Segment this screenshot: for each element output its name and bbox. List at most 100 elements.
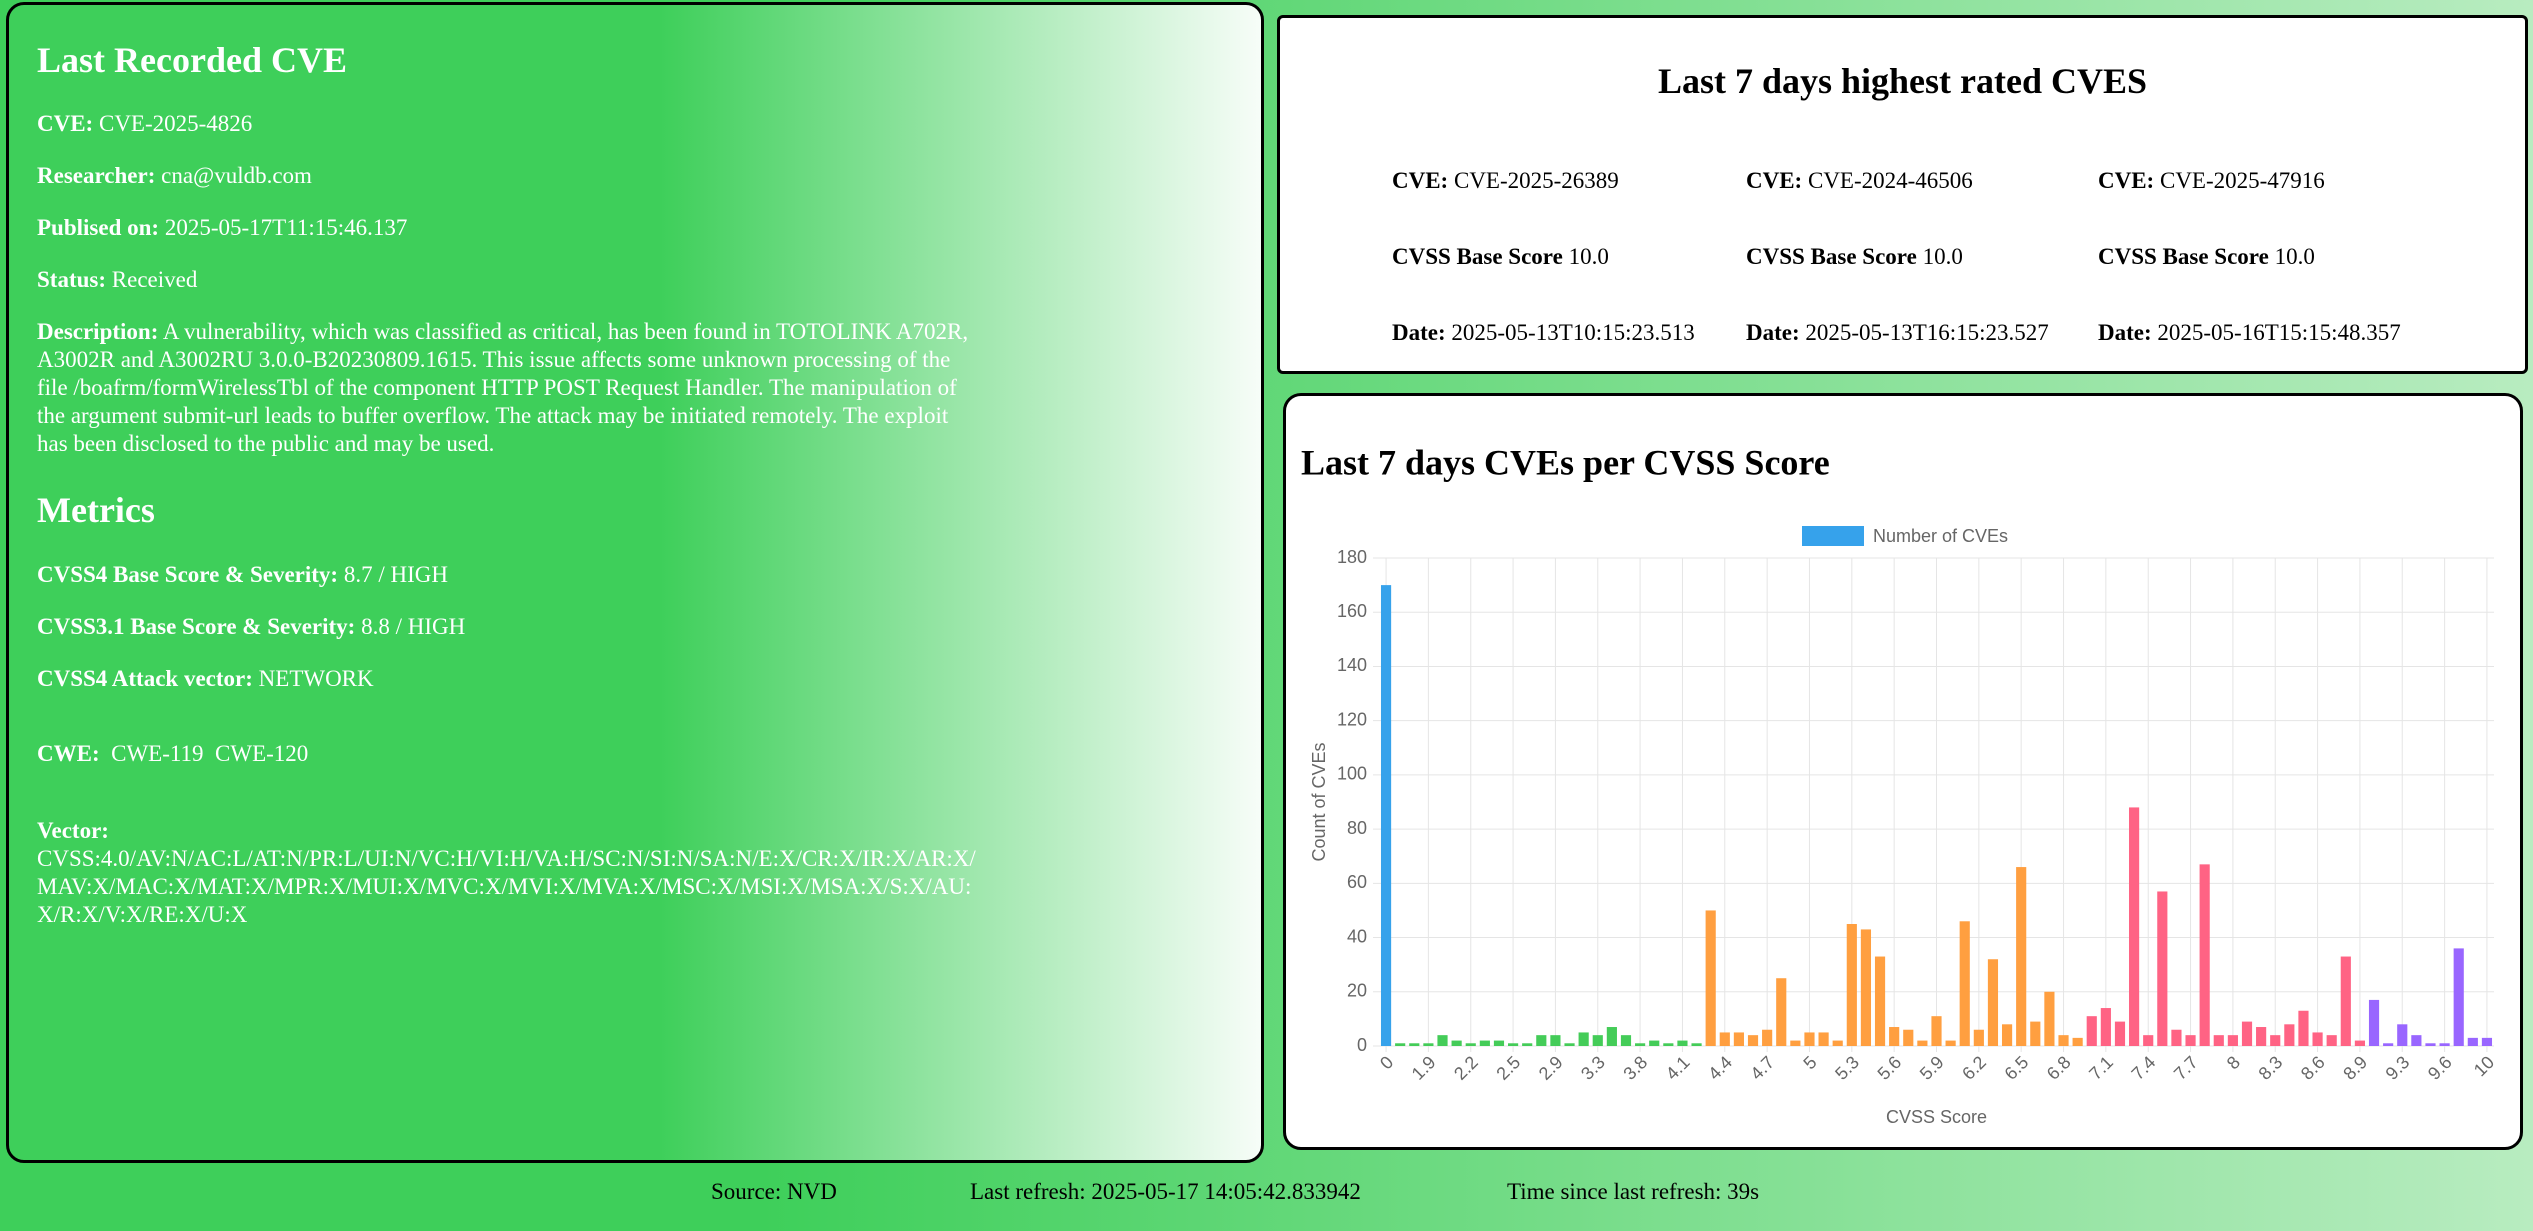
cve-date: Date: 2025-05-13T16:15:23.527 — [1746, 320, 2049, 346]
cve-date: Date: 2025-05-16T15:15:48.357 — [2098, 320, 2401, 346]
cve-score: CVSS Base Score 10.0 — [1392, 244, 1609, 270]
value: CVE-2025-26389 — [1453, 168, 1619, 193]
metric: CVSS4 Base Score & Severity: 8.7 / HIGH — [37, 562, 448, 588]
bar — [2453, 948, 2464, 1046]
bar — [1973, 1029, 1984, 1046]
bar — [1776, 978, 1787, 1046]
x-tick-label: 9.6 — [2424, 1052, 2456, 1084]
label: CVSS4 Attack vector: — [37, 666, 253, 691]
cve-cve: CVE: CVE-2024-46506 — [1746, 168, 1973, 194]
value: Received — [111, 267, 198, 292]
bar — [1719, 1032, 1730, 1046]
chart-panel: Last 7 days CVEs per CVSS Score Number of… — [1283, 393, 2523, 1150]
bar — [1522, 1043, 1533, 1046]
x-tick-label: 8.6 — [2297, 1052, 2329, 1084]
value: cna@vuldb.com — [161, 163, 312, 188]
bar — [1677, 1040, 1688, 1046]
bar — [2086, 1016, 2097, 1046]
x-tick-label: 3.8 — [1619, 1052, 1651, 1084]
field: Status: Received — [37, 267, 197, 293]
field: CVE: CVE-2025-4826 — [37, 111, 252, 137]
label: CVSS Base Score — [1392, 244, 1563, 269]
section-title: Metrics — [37, 490, 155, 530]
bar — [2383, 1043, 2394, 1046]
bar — [2467, 1037, 2478, 1046]
bar — [1762, 1029, 1773, 1046]
value: CVE-2025-4826 — [98, 111, 253, 136]
value: CVE-2025-47916 — [2159, 168, 2325, 193]
bar — [1804, 1032, 1815, 1046]
x-tick-label: 2.2 — [1450, 1052, 1482, 1084]
bar — [1931, 1016, 1942, 1046]
x-tick-label: 10 — [2470, 1052, 2498, 1080]
x-tick-label: 4.4 — [1704, 1052, 1736, 1084]
x-tick-label: 3.3 — [1577, 1052, 1609, 1084]
value: CWE-119 — [111, 741, 204, 766]
x-tick-label: 5 — [1799, 1052, 1820, 1073]
metric: CVSS3.1 Base Score & Severity: 8.8 / HIG… — [37, 614, 465, 640]
bar — [1733, 1032, 1744, 1046]
label: Researcher: — [37, 163, 156, 188]
x-tick-label: 6.2 — [1958, 1052, 1990, 1084]
panel-title: Last 7 days highest rated CVES — [1657, 61, 2148, 101]
description: Description: A vulnerability, which was … — [37, 318, 982, 458]
label: Date: — [1392, 320, 1446, 345]
chart: Last 7 days CVEs per CVSS Score Number of… — [1301, 442, 2498, 1126]
bar — [2227, 1035, 2238, 1046]
bar — [2368, 999, 2380, 1046]
bar — [1917, 1040, 1928, 1046]
bar — [1987, 959, 1999, 1046]
bar — [1437, 1035, 1448, 1046]
bar — [1409, 1043, 1420, 1046]
x-tick-label: 5.6 — [1874, 1052, 1906, 1084]
x-tick-label: 8.3 — [2255, 1052, 2287, 1084]
bar — [2425, 1043, 2436, 1046]
y-tick-label: 60 — [1347, 872, 1367, 892]
cve-score: CVSS Base Score 10.0 — [2098, 244, 2315, 270]
value: 10.0 — [1568, 244, 1609, 269]
bar — [1889, 1027, 1900, 1046]
bar — [1846, 924, 1857, 1046]
value: CVSS:4.0/AV:N/AC:L/AT:N/PR:L/UI:N/VC:H/V… — [37, 846, 976, 927]
vector: Vector: CVSS:4.0/AV:N/AC:L/AT:N/PR:L/UI:… — [37, 817, 982, 929]
bar — [2312, 1032, 2323, 1046]
bar — [2439, 1043, 2450, 1046]
y-tick-label: 140 — [1337, 655, 1367, 675]
cve-cve: CVE: CVE-2025-26389 — [1392, 168, 1619, 194]
x-tick-label: 5.3 — [1831, 1052, 1863, 1084]
bar — [1691, 1043, 1702, 1046]
x-tick-label: 6.5 — [2001, 1052, 2033, 1084]
legend-swatch — [1802, 526, 1864, 546]
value: 2025-05-17T11:15:46.137 — [164, 215, 408, 240]
label: Vector: — [37, 818, 109, 843]
y-tick-label: 80 — [1347, 818, 1367, 838]
bar — [2058, 1035, 2069, 1046]
value: CWE-120 — [215, 741, 309, 766]
bar — [1395, 1043, 1406, 1046]
label: Date: — [2098, 320, 2152, 345]
value: 8.8 / HIGH — [361, 614, 466, 639]
label: CVE: — [2098, 168, 2155, 193]
label: CVSS Base Score — [1746, 244, 1917, 269]
y-tick-label: 120 — [1337, 709, 1367, 729]
bar — [1620, 1035, 1632, 1046]
x-tick-label: 8 — [2223, 1052, 2244, 1073]
label: Description: — [37, 319, 159, 344]
label: CWE: — [37, 741, 100, 766]
label: CVSS4 Base Score & Severity: — [37, 562, 339, 587]
bar — [1479, 1040, 1490, 1046]
top-cves-panel: Last 7 days highest rated CVES CVE: CVE-… — [1277, 15, 2528, 374]
bar — [1508, 1043, 1519, 1046]
x-tick-label: 7.4 — [2128, 1052, 2160, 1084]
bar — [1423, 1043, 1434, 1046]
bar — [1606, 1027, 1617, 1046]
x-tick-label: 2.5 — [1492, 1052, 1524, 1084]
x-tick-label: 1.9 — [1408, 1052, 1440, 1084]
bar — [1578, 1032, 1589, 1046]
bar — [1860, 929, 1872, 1046]
bar — [1959, 921, 1970, 1046]
bar — [1705, 910, 1716, 1046]
bar — [2270, 1035, 2281, 1046]
bar — [1790, 1040, 1801, 1046]
field: Publised on: 2025-05-17T11:15:46.137 — [37, 215, 407, 241]
